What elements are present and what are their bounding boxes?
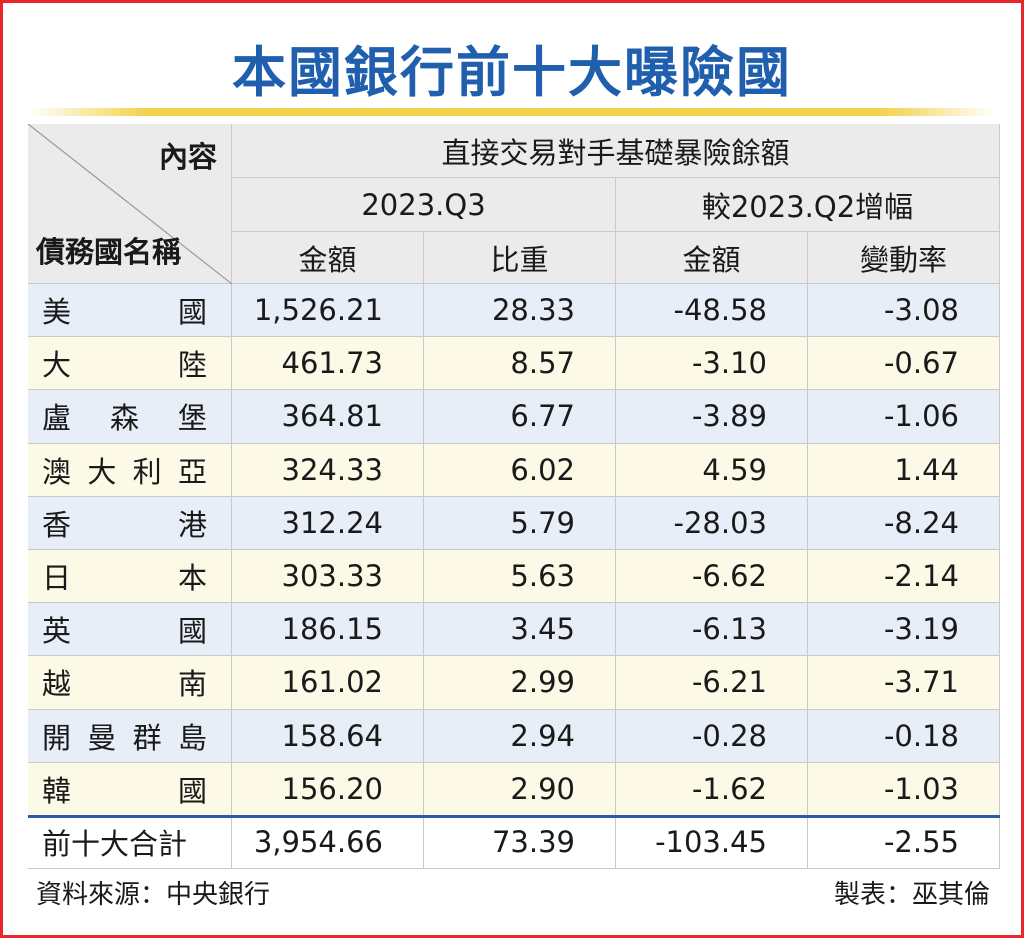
- name-char: 美: [42, 295, 72, 330]
- table-row-change-cell: 4.59: [616, 443, 808, 497]
- table-row-rate-cell: -3.08: [808, 284, 1000, 338]
- table-row-amount-cell: 156.20: [232, 762, 424, 816]
- name-char: 大: [87, 454, 117, 489]
- change-rate-header: 變動率: [808, 232, 1000, 284]
- table-row-share-cell: 5.63: [424, 550, 616, 604]
- total-row-amount-cell: 3,954.66: [232, 816, 424, 870]
- credit-note: 製表：巫其倫: [833, 880, 990, 910]
- total-separator: [28, 815, 1000, 818]
- page-title: 本國銀行前十大曝險國: [232, 41, 792, 104]
- total-row-name-cell: 前十大合計: [28, 816, 232, 870]
- table-row-amount-cell: 312.24: [232, 496, 424, 550]
- table-row-rate-cell: -0.18: [808, 709, 1000, 763]
- table-row-change-cell: -48.58: [616, 284, 808, 338]
- table-row-change-cell: -3.89: [616, 390, 808, 444]
- table-row-share-cell: 28.33: [424, 284, 616, 338]
- table-row-share-cell: 8.57: [424, 337, 616, 391]
- name-char: 堡: [177, 401, 207, 436]
- table-row-change-cell: -28.03: [616, 496, 808, 550]
- table-row-change-cell: -6.21: [616, 656, 808, 710]
- table-row-name-cell: 美國: [28, 284, 232, 338]
- table-row-amount-cell: 158.64: [232, 709, 424, 763]
- table-row-name-cell: 大陸: [28, 337, 232, 391]
- name-char: 盧: [42, 401, 72, 436]
- group-header: 直接交易對手基礎暴險餘額: [232, 124, 1000, 178]
- amount-header: 金額: [232, 232, 424, 284]
- table-row-amount-cell: 364.81: [232, 390, 424, 444]
- name-char: 陸: [177, 348, 207, 383]
- name-char: 香: [42, 507, 72, 542]
- table-row-change-cell: -0.28: [616, 709, 808, 763]
- table-row-change-cell: -6.13: [616, 603, 808, 657]
- table-row-rate-cell: -2.14: [808, 550, 1000, 604]
- table-row-amount-cell: 461.73: [232, 337, 424, 391]
- table-row-rate-cell: -0.67: [808, 337, 1000, 391]
- total-row-share-cell: 73.39: [424, 816, 616, 870]
- table-row-share-cell: 3.45: [424, 603, 616, 657]
- name-char: 大: [42, 348, 72, 383]
- table-row-name-cell: 盧森堡: [28, 390, 232, 444]
- table-row-share-cell: 5.79: [424, 496, 616, 550]
- table-row-amount-cell: 161.02: [232, 656, 424, 710]
- table-row-name-cell: 澳大利亞: [28, 443, 232, 497]
- table-row-name-cell: 韓國: [28, 762, 232, 816]
- table-row-rate-cell: -8.24: [808, 496, 1000, 550]
- table-row-name-cell: 香港: [28, 496, 232, 550]
- table-row-name-cell: 開曼群島: [28, 709, 232, 763]
- header-corner-cell: 內容 債務國名稱: [28, 124, 232, 284]
- period-header: 2023.Q3: [232, 178, 616, 232]
- table-row-share-cell: 6.02: [424, 443, 616, 497]
- table-row-rate-cell: -3.71: [808, 656, 1000, 710]
- name-char: 亞: [177, 454, 207, 489]
- name-char: 越: [42, 667, 72, 702]
- name-char: 森: [109, 401, 139, 436]
- name-char: 南: [177, 667, 207, 702]
- table-row-change-cell: -1.62: [616, 762, 808, 816]
- name-char: 曼: [87, 720, 117, 755]
- name-char: 澳: [42, 454, 72, 489]
- name-char: 英: [42, 614, 72, 649]
- table-row-change-cell: -3.10: [616, 337, 808, 391]
- source-note: 資料來源：中央銀行: [36, 880, 271, 910]
- name-char: 國: [177, 614, 207, 649]
- table-row-amount-cell: 303.33: [232, 550, 424, 604]
- table-row-name-cell: 日本: [28, 550, 232, 604]
- name-char: 利: [132, 454, 162, 489]
- name-char: 島: [177, 720, 207, 755]
- change-amount-header: 金額: [616, 232, 808, 284]
- name-char: 開: [42, 720, 72, 755]
- table-row-rate-cell: 1.44: [808, 443, 1000, 497]
- table-row-amount-cell: 186.15: [232, 603, 424, 657]
- name-char: 港: [177, 507, 207, 542]
- table-row-change-cell: -6.62: [616, 550, 808, 604]
- table-row-rate-cell: -1.03: [808, 762, 1000, 816]
- share-header: 比重: [424, 232, 616, 284]
- table-row-rate-cell: -1.06: [808, 390, 1000, 444]
- name-char: 國: [177, 773, 207, 808]
- table-row-amount-cell: 1,526.21: [232, 284, 424, 338]
- diagonal-divider: [28, 124, 232, 284]
- table-row-share-cell: 2.90: [424, 762, 616, 816]
- country-label: 債務國名稱: [36, 235, 182, 269]
- name-char: 韓: [42, 773, 72, 808]
- name-char: 本: [177, 561, 207, 596]
- total-row-rate-cell: -2.55: [808, 816, 1000, 870]
- content-label: 內容: [158, 140, 217, 174]
- total-row-change-cell: -103.45: [616, 816, 808, 870]
- table-row-share-cell: 6.77: [424, 390, 616, 444]
- name-char: 群: [132, 720, 162, 755]
- name-char: 國: [177, 295, 207, 330]
- title-underline: [30, 108, 996, 116]
- table-row-name-cell: 英國: [28, 603, 232, 657]
- table-row-rate-cell: -3.19: [808, 603, 1000, 657]
- table-row-name-cell: 越南: [28, 656, 232, 710]
- table-row-share-cell: 2.99: [424, 656, 616, 710]
- change-header: 較2023.Q2增幅: [616, 178, 1000, 232]
- table-row-share-cell: 2.94: [424, 709, 616, 763]
- name-char: 日: [42, 561, 72, 596]
- table-row-amount-cell: 324.33: [232, 443, 424, 497]
